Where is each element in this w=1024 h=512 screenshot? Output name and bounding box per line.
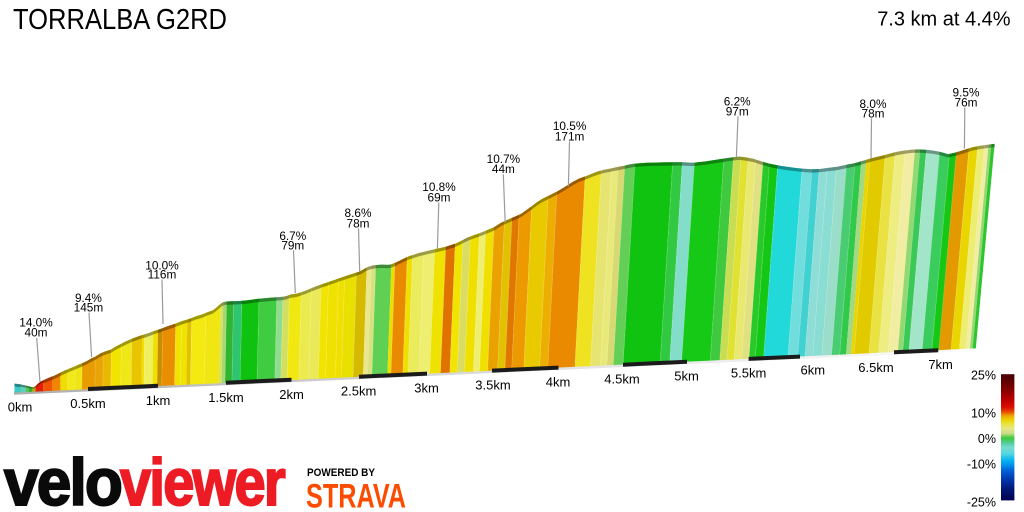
svg-text:STRAVA: STRAVA xyxy=(306,478,406,512)
svg-text:POWERED BY: POWERED BY xyxy=(307,467,376,479)
svg-text:8.0%: 8.0% xyxy=(860,97,887,111)
svg-text:5.5km: 5.5km xyxy=(731,366,766,381)
svg-text:-10%: -10% xyxy=(967,457,996,471)
svg-text:6.5km: 6.5km xyxy=(858,360,893,375)
svg-text:5km: 5km xyxy=(674,369,699,384)
svg-text:76m: 76m xyxy=(955,96,978,110)
svg-text:40m: 40m xyxy=(25,326,48,340)
svg-text:2.5km: 2.5km xyxy=(341,384,376,399)
svg-text:97m: 97m xyxy=(726,104,749,118)
svg-text:25%: 25% xyxy=(971,369,996,383)
svg-text:7km: 7km xyxy=(928,357,953,372)
svg-text:viewer: viewer xyxy=(120,445,285,512)
svg-text:-25%: -25% xyxy=(967,496,996,510)
svg-text:velo: velo xyxy=(4,445,121,512)
svg-text:10.5%: 10.5% xyxy=(553,119,587,133)
svg-text:10%: 10% xyxy=(971,407,996,421)
svg-text:8.6%: 8.6% xyxy=(345,206,372,220)
svg-text:69m: 69m xyxy=(428,191,451,205)
svg-text:3.5km: 3.5km xyxy=(475,378,510,393)
svg-text:6.7%: 6.7% xyxy=(279,229,306,243)
svg-text:6km: 6km xyxy=(801,363,826,378)
svg-text:10.8%: 10.8% xyxy=(422,180,456,194)
svg-text:171m: 171m xyxy=(555,129,585,143)
svg-text:44m: 44m xyxy=(492,162,515,176)
svg-text:7.3 km at 4.4%: 7.3 km at 4.4% xyxy=(877,9,1011,31)
svg-text:9.4%: 9.4% xyxy=(75,291,102,305)
svg-text:10.0%: 10.0% xyxy=(145,258,179,272)
svg-text:1km: 1km xyxy=(146,393,171,408)
svg-text:1.5km: 1.5km xyxy=(208,390,243,405)
svg-text:6.2%: 6.2% xyxy=(724,95,751,109)
svg-text:10.7%: 10.7% xyxy=(487,152,521,166)
svg-text:4km: 4km xyxy=(546,375,571,390)
svg-text:0%: 0% xyxy=(978,432,996,446)
svg-text:14.0%: 14.0% xyxy=(19,316,53,330)
svg-text:78m: 78m xyxy=(347,216,370,230)
svg-text:79m: 79m xyxy=(281,238,304,252)
svg-text:0km: 0km xyxy=(8,399,33,414)
svg-text:78m: 78m xyxy=(862,106,885,120)
svg-text:3km: 3km xyxy=(414,381,439,396)
svg-text:4.5km: 4.5km xyxy=(604,372,639,387)
svg-text:2km: 2km xyxy=(279,387,304,402)
svg-text:0.5km: 0.5km xyxy=(70,396,105,411)
svg-text:9.5%: 9.5% xyxy=(953,85,980,99)
svg-text:116m: 116m xyxy=(148,267,177,281)
svg-text:145m: 145m xyxy=(74,301,104,315)
svg-text:TORRALBA G2RD: TORRALBA G2RD xyxy=(13,4,227,36)
